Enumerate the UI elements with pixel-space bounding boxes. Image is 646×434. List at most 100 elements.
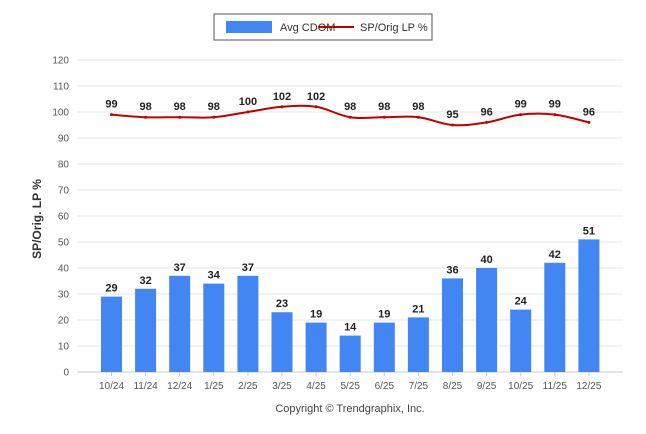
x-tick-labels: 10/24 11/24 12/24 1/25 2/25 3/25 4/25 5/25 6/25 7… — [99, 372, 602, 392]
x-tick-label: 11/25 — [543, 381, 568, 392]
line-value-label: 98 — [412, 101, 424, 113]
x-tick-label: 10/24 — [99, 381, 124, 392]
y-tick-label: 10 — [58, 342, 70, 353]
legend-label-sp-orig-lp: SP/Orig LP % — [360, 22, 428, 34]
bar — [305, 322, 327, 372]
bar — [169, 275, 191, 372]
bar-value-label: 24 — [515, 296, 528, 308]
bar — [578, 239, 600, 372]
y-tick-label: 120 — [52, 56, 69, 67]
line-point — [178, 115, 182, 119]
y-tick-label: 90 — [58, 134, 70, 145]
line-point — [416, 115, 420, 119]
bar-value-label: 42 — [549, 249, 561, 261]
grid-layer — [77, 59, 623, 373]
bar-value-label: 32 — [139, 275, 151, 287]
y-tick-label: 100 — [52, 108, 69, 119]
bar — [544, 262, 566, 372]
bar-value-label: 19 — [378, 309, 390, 321]
line-value-label: 95 — [446, 109, 458, 121]
line-point — [144, 115, 148, 119]
y-tick-labels: 0 10 20 30 40 50 60 70 80 90 100 110 120 — [52, 56, 69, 379]
line-point — [553, 113, 557, 117]
y-tick-label: 70 — [58, 186, 70, 197]
bar — [373, 322, 395, 372]
x-tick-label: 4/25 — [306, 381, 326, 392]
line-point — [212, 115, 216, 119]
line-value-label: 96 — [480, 106, 492, 118]
line-value-label: 102 — [307, 91, 325, 103]
bar-value-label: 19 — [310, 309, 322, 321]
x-tick-label: 5/25 — [340, 381, 360, 392]
line-value-label: 99 — [105, 99, 117, 111]
bar-value-label: 34 — [208, 270, 221, 282]
x-tick-label: 2/25 — [238, 381, 258, 392]
data-labels: 29 32 37 34 37 23 19 14 19 21 36 40 24 42 51 99 98 98 98 10… — [105, 91, 595, 334]
line-point — [519, 113, 523, 117]
line-series — [110, 104, 591, 127]
x-tick-label: 7/25 — [409, 381, 429, 392]
bar — [510, 309, 532, 372]
legend-label-avg-cdom: Avg CDOM — [280, 22, 335, 34]
bar-value-label: 37 — [174, 262, 186, 274]
line-point — [485, 120, 489, 124]
x-tick-label: 11/24 — [133, 381, 158, 392]
bar-value-label: 51 — [583, 225, 595, 237]
y-tick-label: 30 — [58, 290, 70, 301]
line-value-label: 98 — [208, 101, 220, 113]
bar-value-label: 40 — [480, 254, 492, 266]
line-value-label: 98 — [344, 101, 356, 113]
line-point — [280, 105, 284, 109]
x-tick-label: 8/25 — [443, 381, 463, 392]
bar-value-label: 36 — [446, 264, 458, 276]
line-point — [246, 110, 250, 114]
bar — [442, 278, 463, 372]
x-tick-label: 1/25 — [204, 381, 224, 392]
line-value-label: 98 — [174, 101, 186, 113]
bar-value-label: 23 — [276, 298, 288, 310]
x-tick-label: 12/24 — [167, 381, 192, 392]
line-point — [110, 113, 113, 117]
bar — [135, 288, 157, 372]
x-tick-label: 12/25 — [576, 381, 601, 392]
legend-swatch-avg-cdom — [226, 21, 272, 33]
line-value-label: 99 — [549, 99, 561, 111]
line-value-label: 99 — [515, 99, 527, 111]
y-tick-label: 40 — [58, 264, 70, 275]
line-value-label: 102 — [273, 91, 291, 103]
line-point — [314, 105, 318, 109]
line-point — [587, 120, 591, 124]
y-tick-label: 20 — [58, 316, 70, 327]
line-value-label: 98 — [139, 101, 151, 113]
bar — [237, 275, 259, 372]
bar-value-label: 21 — [412, 303, 424, 315]
copyright-text: Copyright © Trendgraphix, Inc. — [275, 403, 424, 415]
line-value-label: 98 — [378, 101, 390, 113]
bar-value-label: 29 — [105, 283, 117, 295]
bar — [271, 312, 293, 372]
x-tick-label: 6/25 — [375, 381, 395, 392]
bar — [407, 317, 429, 372]
y-tick-label: 60 — [58, 212, 70, 223]
line-value-label: 100 — [239, 96, 257, 108]
y-tick-label: 110 — [53, 82, 69, 93]
line-value-label: 96 — [583, 106, 595, 118]
legend: Avg CDOM SP/Orig LP % — [213, 13, 433, 41]
bar-series — [101, 239, 600, 372]
y-tick-label: 80 — [58, 160, 70, 171]
x-tick-label: 9/25 — [477, 381, 497, 392]
y-tick-label: 50 — [58, 238, 70, 249]
line-point — [348, 115, 352, 119]
bar — [339, 335, 361, 372]
bar — [101, 296, 122, 372]
bar-value-label: 14 — [344, 322, 357, 334]
x-tick-label: 10/25 — [508, 381, 533, 392]
bar — [476, 268, 498, 372]
y-axis-title: SP/Orig. LP % — [30, 179, 44, 259]
line-point — [451, 123, 454, 127]
line-point — [382, 115, 386, 119]
x-tick-label: 3/25 — [272, 381, 292, 392]
y-tick-label: 0 — [63, 368, 69, 379]
